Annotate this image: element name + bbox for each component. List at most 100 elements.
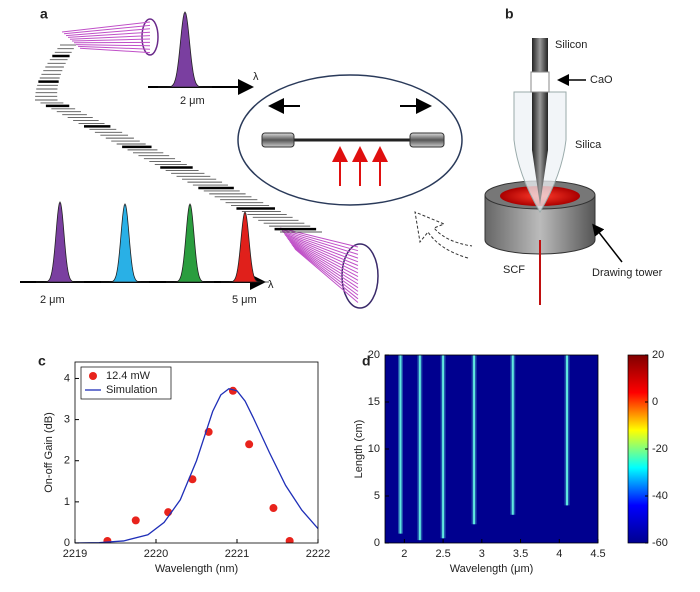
colorbar-tick-label: -20: [652, 443, 668, 455]
beam-hatch: [292, 245, 359, 296]
connector: [409, 132, 445, 148]
spectrum-peak: [158, 11, 212, 88]
chart: 12.4 mW Simulation 2219 2220 2221 2222 0 1 2 3 4 Wa…: [43, 361, 330, 575]
beam-hatch: [65, 28, 151, 37]
label: Silicon: [555, 39, 587, 51]
colorbar-tick-label: 0: [652, 396, 658, 408]
line: [75, 388, 318, 543]
beam-hatch: [77, 45, 151, 50]
beam-hatch: [75, 44, 151, 47]
beam-hatch: [290, 242, 359, 289]
beam-hatch: [283, 233, 359, 263]
y-tick-label: 2: [64, 455, 70, 467]
y-tick-label: 20: [368, 349, 380, 361]
y-tick-label: 10: [368, 443, 380, 455]
marker: [245, 440, 254, 449]
beam-hatch: [281, 230, 359, 255]
peak-label: 5 μm: [232, 294, 257, 306]
plot-area: [385, 355, 598, 543]
beam-hatch: [286, 237, 359, 274]
y-tick-label: 3: [64, 413, 70, 425]
legend-box: [80, 366, 172, 400]
beam-hatch: [63, 24, 151, 35]
diagram-b: Silicon CaO Silica SCF Drawing tower: [484, 38, 663, 305]
spectrum-peak: [166, 203, 214, 283]
x-tick-label: 2219: [63, 548, 87, 560]
y-tick-label: 4: [64, 372, 70, 384]
y-tick-label: 1: [64, 496, 70, 508]
beam-hatch: [288, 240, 359, 281]
spectrum-peak: [36, 201, 84, 283]
label: CaO: [590, 74, 613, 86]
y-tick-label: 5: [374, 490, 380, 502]
y-axis-label: Length (cm): [353, 420, 365, 479]
beam-hatch: [289, 241, 359, 285]
label: Drawing tower: [592, 267, 663, 279]
y-tick-label: 0: [64, 537, 70, 549]
legend-swatch: [89, 372, 97, 380]
diagram-a: λ 2 μm λ 2 μm 5 μm: [20, 11, 473, 309]
beam-hatch: [69, 35, 151, 40]
beam-hatch: [280, 228, 359, 252]
plot-area: [75, 386, 318, 543]
legend-label: Simulation: [106, 384, 157, 396]
dashed-arrow: [414, 211, 473, 259]
axis-label: λ: [253, 71, 259, 83]
y-tick-label: 15: [368, 396, 380, 408]
panel-label: a: [40, 6, 48, 22]
x-tick-label: 2222: [306, 548, 330, 560]
beam-end: [341, 243, 379, 309]
chart: -60 -40 -20 0 20 2 2.5 3 3.5 4 4.5 0 5 10 15 20 Waveleng…: [353, 349, 668, 575]
tower-body: [484, 194, 596, 255]
marker: [103, 536, 112, 543]
x-tick-label: 3: [479, 548, 485, 560]
colorbar-tick-label: -40: [652, 490, 668, 502]
axis-label: λ: [268, 279, 274, 291]
colorbar-tick-label: -60: [652, 537, 668, 549]
x-tick-label: 2.5: [435, 548, 450, 560]
panel-label: b: [505, 6, 514, 22]
x-tick-label: 3.5: [513, 548, 528, 560]
beam-end: [141, 18, 159, 56]
x-tick-label: 2: [401, 548, 407, 560]
marker: [285, 536, 294, 543]
colorbar-tick-label: 20: [652, 349, 664, 361]
cao-layer: [530, 71, 550, 93]
spectrum-peak: [101, 203, 149, 283]
beam-hatch: [61, 21, 151, 33]
beam-hatch: [293, 247, 359, 300]
x-tick-label: 2220: [144, 548, 168, 560]
marker: [131, 516, 140, 525]
y-axis-label: On-off Gain (dB): [43, 412, 55, 493]
x-axis-label: Wavelength (μm): [450, 563, 534, 575]
label: SCF: [503, 264, 525, 276]
beam-hatch: [287, 238, 359, 278]
axes-frame: [74, 361, 319, 544]
panel-label: c: [38, 353, 46, 369]
x-tick-label: 4.5: [590, 548, 605, 560]
beam-hatch: [67, 31, 151, 38]
label: Silica: [575, 139, 602, 151]
silicon-rod: [532, 38, 548, 72]
beam-hatch: [71, 38, 151, 42]
panel-label: d: [362, 353, 371, 369]
peak-label: 2 μm: [40, 294, 65, 306]
connector: [261, 132, 295, 148]
beam-hatch: [284, 234, 359, 266]
beam-hatch: [79, 47, 151, 54]
marker: [269, 504, 278, 513]
y-tick-label: 0: [374, 537, 380, 549]
core: [532, 92, 548, 205]
beam-hatch: [279, 227, 359, 248]
beam-hatch: [294, 248, 359, 303]
peak-label: 2 μm: [180, 95, 205, 107]
beam-hatch: [291, 244, 359, 292]
spectrum-peak: [221, 211, 269, 283]
x-tick-label: 4: [556, 548, 562, 560]
beam-hatch: [285, 235, 359, 270]
beam-hatch: [282, 231, 359, 259]
x-tick-label: 2221: [225, 548, 249, 560]
legend-label: 12.4 mW: [106, 370, 151, 382]
inset-ellipse: [237, 74, 463, 206]
